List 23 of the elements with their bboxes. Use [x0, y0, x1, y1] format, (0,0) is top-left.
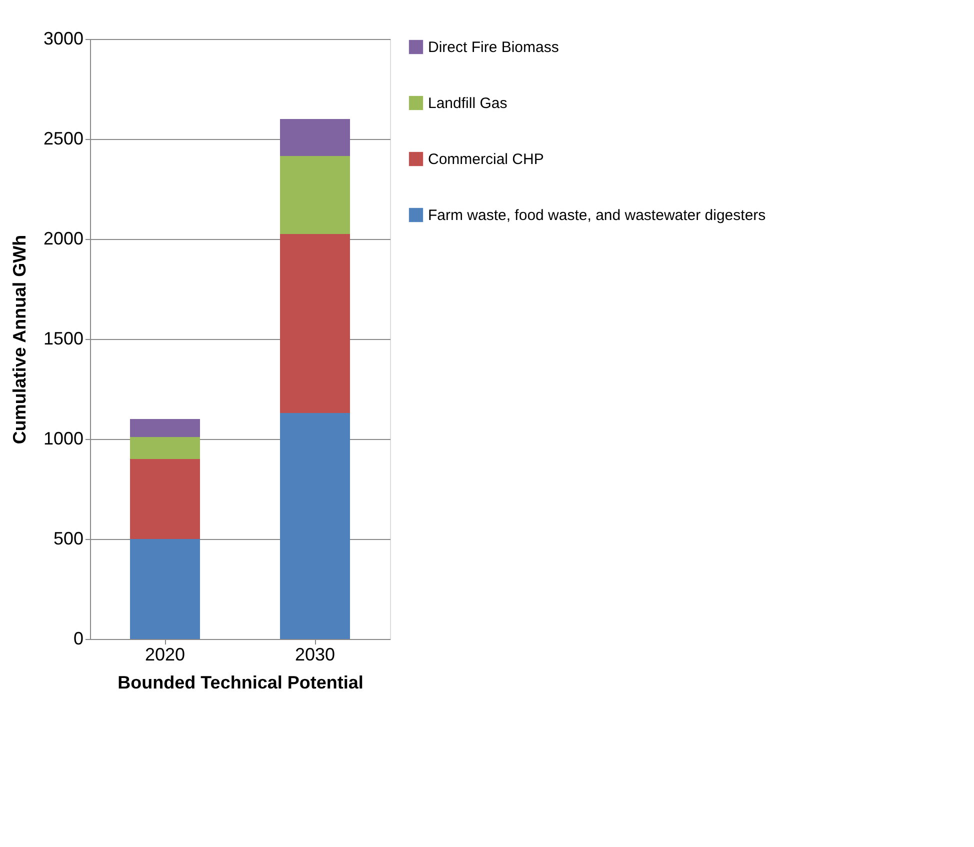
- bar: [280, 234, 350, 413]
- y-tick-label: 2000: [43, 228, 84, 248]
- bar: [280, 156, 350, 234]
- bar: [130, 419, 200, 437]
- bar: [280, 119, 350, 156]
- y-tick-label: 3000: [43, 28, 84, 48]
- x-axis-title: Bounded Technical Potential: [118, 672, 364, 692]
- legend-label: Commercial CHP: [428, 151, 544, 168]
- bar: [130, 437, 200, 459]
- bar: [130, 459, 200, 539]
- y-tick-label: 500: [53, 528, 84, 548]
- legend-label: Farm waste, food waste, and wastewater digesters: [428, 207, 766, 224]
- legend-label: Landfill Gas: [428, 95, 508, 112]
- x-tick-label: 2030: [294, 644, 336, 664]
- y-tick-label: 2500: [43, 128, 84, 148]
- legend-label: Direct Fire Biomass: [428, 39, 559, 56]
- y-tick-label: 1000: [43, 428, 84, 448]
- bar: [130, 539, 200, 639]
- bar: [280, 413, 350, 639]
- x-tick-label: 2020: [144, 644, 186, 664]
- y-axis-title: Cumulative Annual GWh: [9, 234, 30, 444]
- y-tick-label: 0: [73, 628, 84, 648]
- y-tick-label: 1500: [43, 328, 84, 348]
